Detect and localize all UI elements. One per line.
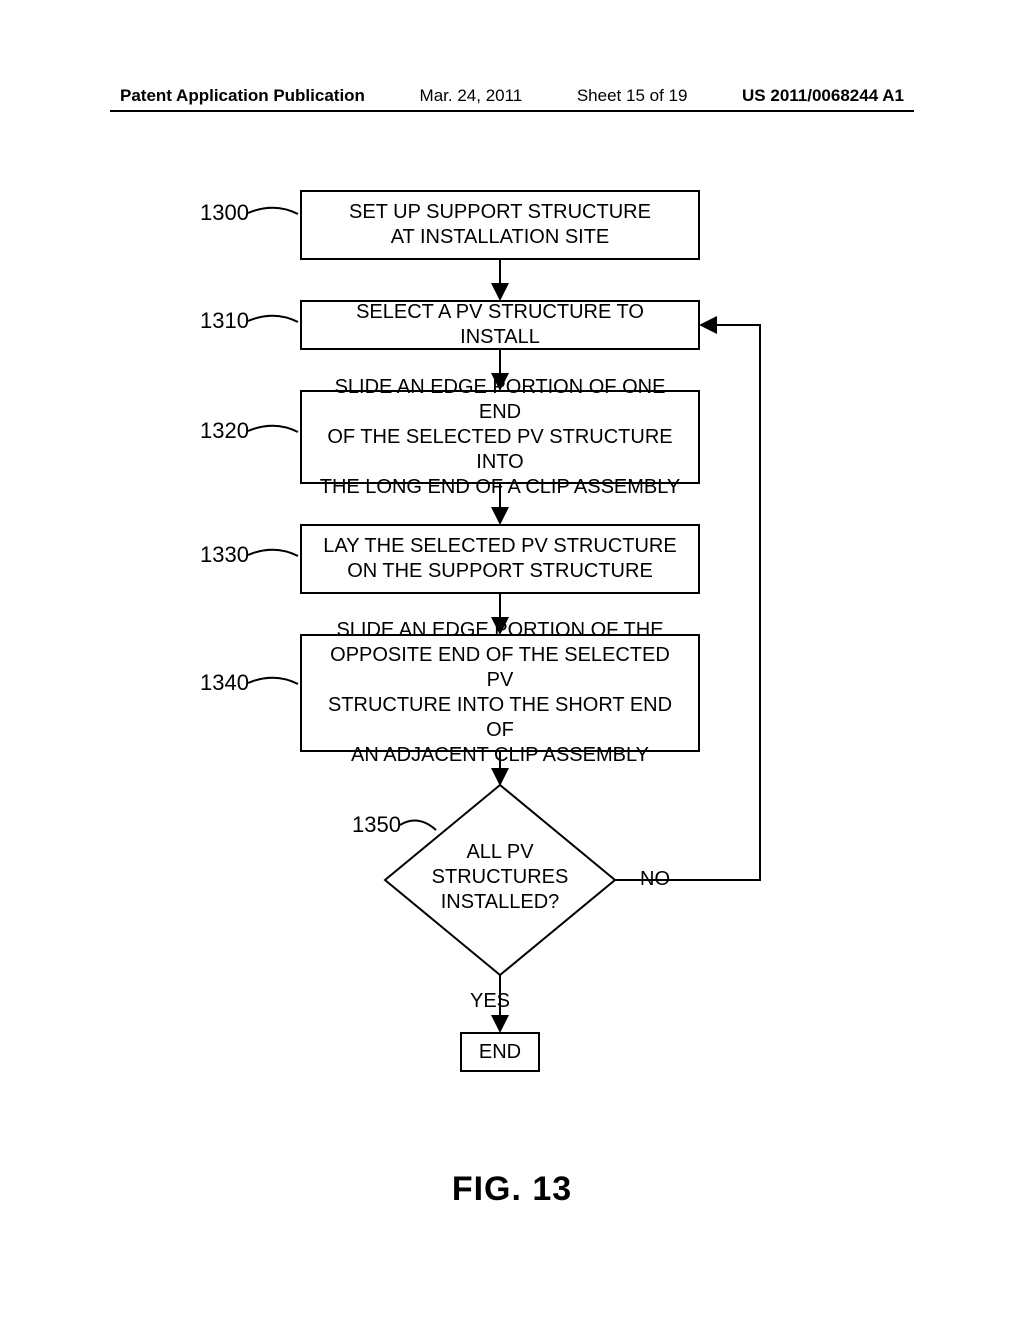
ref-1350: 1350 <box>352 812 401 838</box>
step-1330: LAY THE SELECTED PV STRUCTUREON THE SUPP… <box>300 524 700 594</box>
ref-1310: 1310 <box>200 308 249 334</box>
header-rule <box>110 110 914 112</box>
branch-no-label: NO <box>640 868 670 891</box>
end-text: END <box>479 1040 521 1065</box>
step-1320: SLIDE AN EDGE PORTION OF ONE ENDOF THE S… <box>300 390 700 484</box>
decision-text: ALL PVSTRUCTURESINSTALLED? <box>432 841 569 913</box>
page-header: Patent Application Publication Mar. 24, … <box>0 86 1024 106</box>
step-1320-text: SLIDE AN EDGE PORTION OF ONE ENDOF THE S… <box>316 375 684 500</box>
step-1340: SLIDE AN EDGE PORTION OF THEOPPOSITE END… <box>300 634 700 752</box>
publication-number: US 2011/0068244 A1 <box>742 86 904 106</box>
step-1310: SELECT A PV STRUCTURE TO INSTALL <box>300 300 700 350</box>
ref-1320: 1320 <box>200 418 249 444</box>
decision-1350: ALL PVSTRUCTURESINSTALLED? <box>400 840 600 915</box>
end-box: END <box>460 1032 540 1072</box>
step-1300-text: SET UP SUPPORT STRUCTUREAT INSTALLATION … <box>349 200 651 250</box>
ref-1340: 1340 <box>200 670 249 696</box>
publication-date: Mar. 24, 2011 <box>420 86 523 106</box>
flowchart: SET UP SUPPORT STRUCTUREAT INSTALLATION … <box>0 180 1024 1180</box>
branch-yes-label: YES <box>470 990 510 1013</box>
step-1340-text: SLIDE AN EDGE PORTION OF THEOPPOSITE END… <box>316 618 684 768</box>
figure-caption: FIG. 13 <box>0 1170 1024 1209</box>
step-1330-text: LAY THE SELECTED PV STRUCTUREON THE SUPP… <box>323 534 676 584</box>
ref-1330: 1330 <box>200 542 249 568</box>
step-1300: SET UP SUPPORT STRUCTUREAT INSTALLATION … <box>300 190 700 260</box>
sheet-number: Sheet 15 of 19 <box>577 86 688 106</box>
step-1310-text: SELECT A PV STRUCTURE TO INSTALL <box>316 300 684 350</box>
publication-label: Patent Application Publication <box>120 86 365 106</box>
ref-1300: 1300 <box>200 200 249 226</box>
